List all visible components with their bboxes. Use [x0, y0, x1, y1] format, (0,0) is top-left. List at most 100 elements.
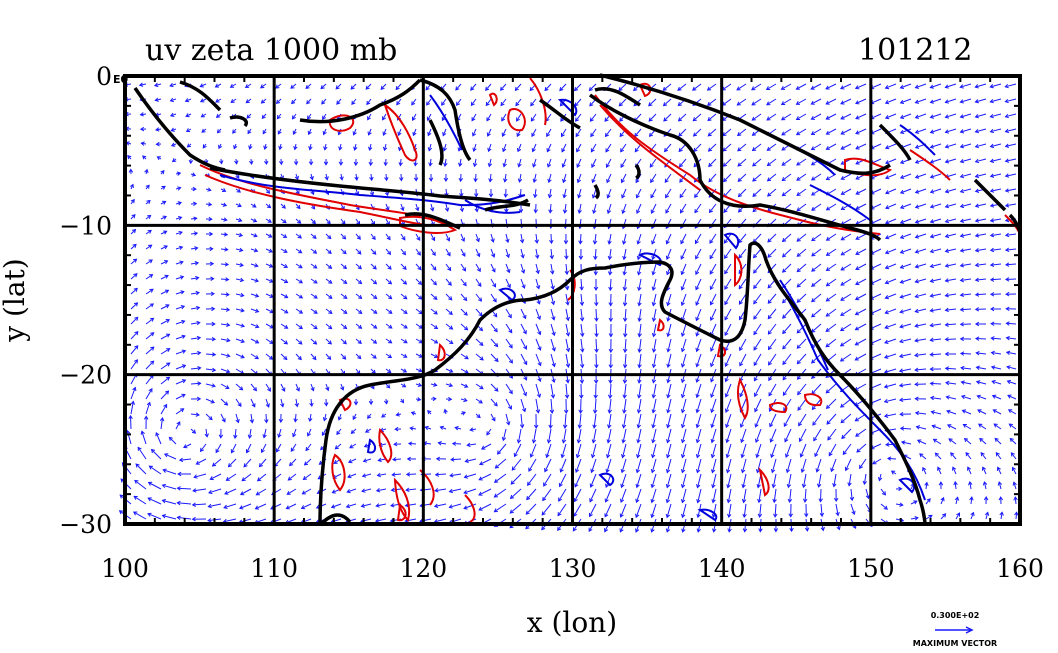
wind-vector: [280, 338, 288, 345]
wind-vector-head: [929, 99, 935, 104]
wind-vector-head: [929, 174, 935, 179]
wind-vector: [505, 263, 510, 273]
wind-vector: [605, 473, 612, 488]
wind-vector-head: [514, 86, 519, 92]
wind-vector-head: [372, 339, 378, 344]
wind-vector-head: [772, 498, 777, 504]
wind-vector: [811, 143, 822, 150]
wind-vector: [901, 441, 912, 445]
wind-vector-head: [479, 341, 484, 346]
wind-vector-head: [752, 192, 757, 197]
wind-vector-head: [914, 189, 920, 194]
wind-vector: [695, 308, 702, 321]
wind-vector-head: [737, 147, 742, 152]
wind-vector: [550, 248, 553, 259]
wind-vector-head: [479, 356, 484, 361]
wind-vector-head: [833, 497, 839, 503]
wind-vector-head: [536, 300, 541, 305]
wind-vector-head: [606, 194, 611, 199]
wind-vector-head: [218, 144, 223, 150]
wind-vector: [367, 113, 372, 120]
wind-vector-head: [929, 204, 935, 209]
wind-vector-head: [340, 386, 345, 391]
wind-vector: [260, 83, 267, 89]
wind-vector-head: [576, 178, 582, 184]
wind-vector: [290, 83, 297, 89]
wind-vector: [677, 83, 687, 91]
wind-vector: [435, 473, 447, 476]
wind-vector-head: [406, 456, 411, 462]
wind-vector-head: [884, 324, 889, 330]
wind-vector-head: [737, 193, 743, 198]
wind-vector-head: [635, 468, 641, 474]
wind-vector-head: [403, 324, 408, 329]
wind-vector-head: [195, 290, 200, 296]
wind-vector-head: [296, 204, 301, 210]
wind-vector: [990, 248, 1002, 251]
wind-vector: [445, 203, 449, 212]
wind-vector: [782, 263, 792, 273]
wind-vector-head: [620, 163, 625, 168]
wind-vector-head: [709, 301, 714, 306]
wind-vector: [175, 246, 183, 250]
wind-vector-head: [576, 163, 581, 168]
wind-vector-head: [636, 454, 641, 459]
wind-vector-head: [232, 129, 237, 134]
map-title: uv zeta 1000 mb: [145, 33, 397, 68]
wind-vector-head: [696, 484, 701, 489]
wind-vector: [563, 188, 567, 198]
wind-vector-head: [508, 344, 513, 349]
wind-vector: [811, 233, 822, 242]
wind-vector: [160, 275, 169, 280]
wind-vector: [410, 427, 417, 430]
wind-vector-head: [944, 114, 950, 119]
wind-vector-head: [171, 158, 177, 163]
wind-vector-head: [180, 305, 186, 310]
wind-vector-head: [991, 394, 997, 399]
wind-vector-head: [388, 324, 393, 329]
wind-vector: [728, 503, 732, 518]
wind-vector-head: [974, 84, 979, 89]
wind-vector-head: [178, 245, 184, 250]
wind-vector: [975, 113, 987, 118]
wind-vector: [160, 304, 170, 310]
wind-vector: [885, 83, 897, 89]
wind-vector: [960, 143, 972, 148]
wind-vector: [811, 98, 822, 105]
wind-vector-head: [130, 198, 135, 204]
wind-vector-head: [724, 254, 729, 259]
wind-vector: [681, 383, 687, 398]
wind-vector: [564, 203, 567, 213]
wind-vector-head: [651, 255, 656, 261]
wind-vector-head: [766, 192, 772, 197]
wind-vector-head: [185, 128, 191, 132]
wind-vector-head: [738, 254, 743, 259]
wind-vector-head: [321, 431, 326, 437]
wind-vector-head: [591, 439, 596, 444]
wind-vector-head: [785, 468, 791, 474]
wind-vector: [526, 488, 537, 500]
wind-vector: [754, 398, 762, 412]
wind-vector: [580, 308, 583, 321]
wind-vector: [175, 231, 183, 235]
wind-vector: [460, 353, 469, 360]
wind-vector-head: [295, 387, 300, 392]
wind-vector: [1005, 233, 1017, 236]
wind-vector: [738, 293, 747, 305]
wind-vector-head: [1007, 409, 1013, 414]
wind-vector: [265, 398, 270, 408]
wind-vector-head: [307, 130, 312, 136]
wind-vector: [160, 417, 163, 430]
wind-vector-head: [268, 263, 274, 268]
positive-contour: [393, 477, 411, 522]
wind-vector-head: [766, 162, 772, 167]
wind-vector: [681, 443, 687, 458]
wind-vector-head: [929, 337, 934, 343]
wind-vector-head: [635, 194, 640, 199]
wind-vector-head: [589, 117, 594, 122]
wind-vector: [680, 233, 687, 244]
wind-vector: [370, 233, 376, 240]
wind-vector-head: [276, 115, 281, 120]
wind-vector: [235, 263, 244, 266]
wind-vector-head: [680, 454, 686, 459]
